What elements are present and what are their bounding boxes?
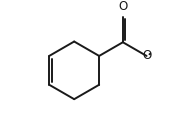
- Text: O: O: [118, 0, 127, 13]
- Text: O: O: [142, 49, 152, 62]
